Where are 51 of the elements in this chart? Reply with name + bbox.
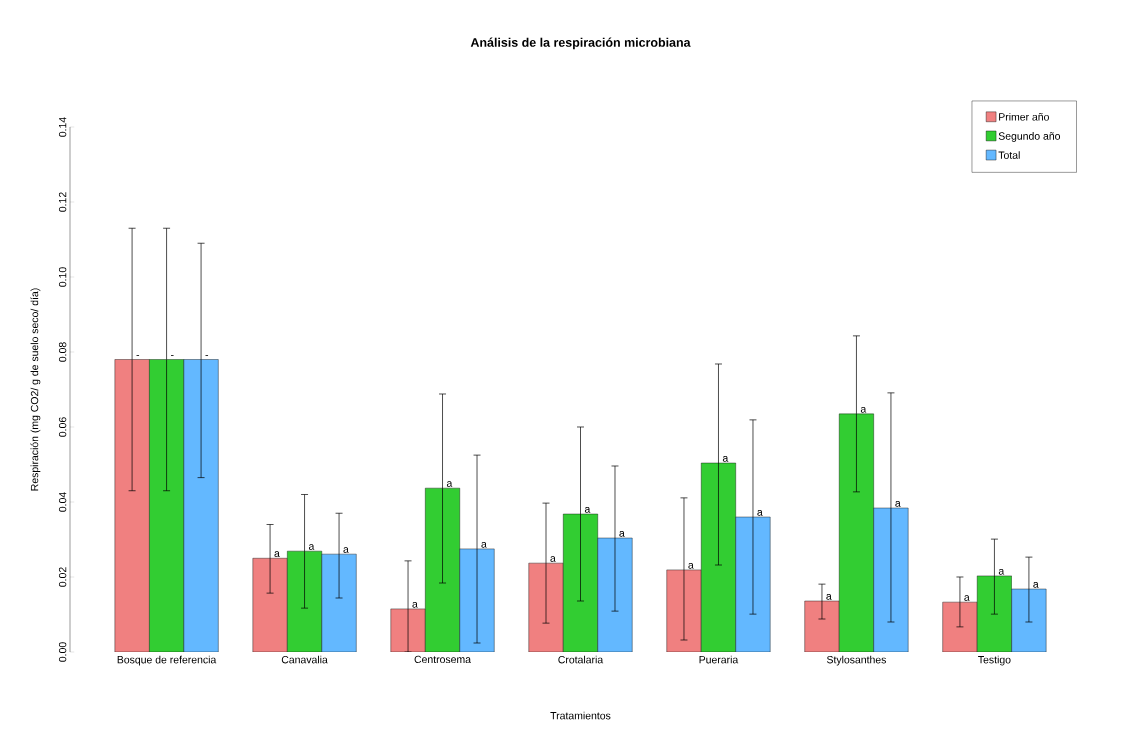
data-label: a [757, 510, 763, 516]
bar [114, 359, 150, 652]
x-tick-label: Stylosanthes [826, 655, 886, 666]
data-label: a [688, 562, 694, 569]
y-tick-label: 0.08 [58, 342, 67, 362]
bar [183, 359, 219, 652]
bar [804, 600, 840, 652]
data-label: a [343, 547, 349, 553]
x-tick-label: Crotalaria [558, 655, 604, 664]
data-label: a [481, 541, 487, 548]
bar [839, 413, 874, 652]
bar [252, 558, 288, 652]
x-tick-label: Bosque de referencia [117, 655, 217, 666]
legend-label: Total [998, 151, 1020, 159]
data-label: a [826, 594, 832, 600]
y-tick-label: 0.10 [58, 267, 67, 287]
chart-title: Análisis de la respiración microbiana [470, 37, 691, 50]
data-label: a [895, 501, 901, 507]
data-label: a [584, 507, 591, 513]
x-tick-label: Testigo [978, 655, 1011, 666]
data-label: a [274, 551, 280, 558]
bar [149, 359, 184, 652]
data-label: a [1033, 582, 1039, 588]
x-tick-label: Pueraria [699, 655, 739, 664]
data-label: - [171, 355, 174, 356]
data-label: - [205, 355, 209, 356]
x-axis-title: Tratamientos [550, 711, 611, 720]
y-tick-label: 0.12 [58, 192, 67, 212]
data-label: a [964, 595, 970, 601]
y-tick-label: 0.00 [58, 642, 67, 662]
x-tick-label: Canavalia [281, 655, 328, 664]
data-label: - [136, 355, 140, 356]
y-tick-label: 0.14 [58, 117, 67, 137]
y-tick-label: 0.02 [58, 567, 67, 587]
data-label: a [308, 544, 315, 550]
data-label: a [412, 601, 418, 608]
legend-label: Primer año [999, 112, 1049, 121]
bar [942, 601, 978, 652]
bar [976, 575, 1012, 652]
data-label: a [619, 531, 625, 537]
y-axis-title: Respiración (mg CO2/ g de suelo seco/ día) [30, 288, 41, 491]
data-label: a [860, 406, 867, 413]
y-tick-label: 0.04 [58, 492, 67, 512]
data-label: a [446, 481, 453, 487]
x-tick-label: Centrosema [414, 655, 471, 664]
data-label: a [550, 556, 556, 562]
legend-label: Segundo año [998, 132, 1061, 142]
bar [321, 553, 357, 652]
y-tick-label: 0.06 [58, 417, 67, 437]
data-label: a [722, 456, 729, 462]
data-label: a [998, 568, 1005, 575]
